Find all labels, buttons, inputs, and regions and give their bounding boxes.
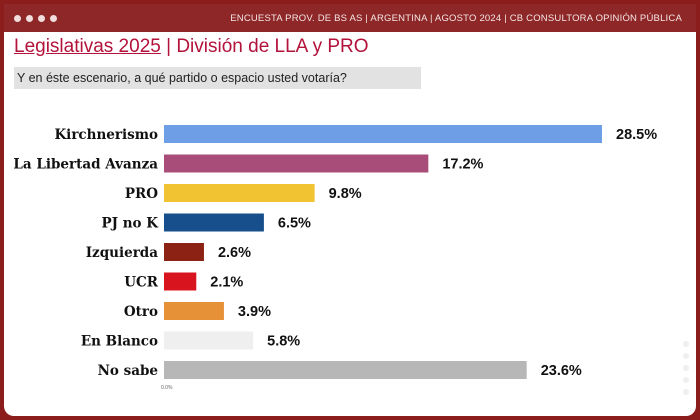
bar-chart: Kirchnerismo 28.5% La Libertad Avanza 17.2%… bbox=[13, 125, 657, 391]
category-label: Izquierda bbox=[86, 245, 159, 261]
dot-icon bbox=[38, 15, 45, 22]
category-label: PJ no K bbox=[102, 216, 160, 232]
bar bbox=[164, 361, 527, 379]
bar bbox=[164, 302, 224, 320]
category-label: Kirchnerismo bbox=[54, 127, 158, 143]
bar bbox=[164, 213, 264, 232]
axis-tick-label: 0.0% bbox=[161, 385, 173, 391]
bar bbox=[164, 154, 429, 173]
title-main: Legislativas 2025 bbox=[14, 36, 161, 57]
value-label: 3.9% bbox=[238, 304, 271, 320]
bar bbox=[164, 125, 602, 143]
category-label: La Libertad Avanza bbox=[13, 157, 158, 173]
question-text: Y en éste escenario, a qué partido o esp… bbox=[17, 71, 347, 85]
value-label: 5.8% bbox=[267, 334, 300, 350]
header-text: ENCUESTA PROV. DE BS AS | ARGENTINA | AG… bbox=[230, 13, 682, 24]
header-bar: ENCUESTA PROV. DE BS AS | ARGENTINA | AG… bbox=[4, 4, 696, 32]
dot-icon bbox=[50, 15, 57, 22]
value-label: 2.6% bbox=[218, 245, 251, 261]
bar bbox=[164, 184, 315, 202]
dot-icon bbox=[26, 15, 33, 22]
category-label: PRO bbox=[125, 186, 158, 202]
value-label: 17.2% bbox=[442, 157, 483, 173]
page-title: Legislativas 2025 | División de LLA y PR… bbox=[14, 36, 369, 58]
content-panel: Legislativas 2025 | División de LLA y PR… bbox=[4, 32, 696, 416]
value-label: 6.5% bbox=[278, 216, 311, 232]
category-label: No sabe bbox=[98, 363, 158, 379]
category-label: UCR bbox=[124, 275, 159, 291]
watermark-icon bbox=[683, 341, 689, 395]
category-label: En Blanco bbox=[81, 334, 158, 350]
question-bar: Y en éste escenario, a qué partido o esp… bbox=[14, 67, 421, 89]
bar bbox=[164, 331, 254, 350]
bar bbox=[164, 243, 204, 261]
value-label: 23.6% bbox=[541, 363, 582, 379]
title-separator: | bbox=[160, 36, 177, 57]
value-label: 9.8% bbox=[329, 186, 362, 202]
category-label: Otro bbox=[124, 304, 158, 320]
bar bbox=[164, 272, 197, 291]
title-sub: División de LLA y PRO bbox=[176, 36, 369, 57]
value-label: 2.1% bbox=[210, 275, 243, 291]
value-label: 28.5% bbox=[616, 127, 657, 143]
dot-icon bbox=[14, 15, 21, 22]
